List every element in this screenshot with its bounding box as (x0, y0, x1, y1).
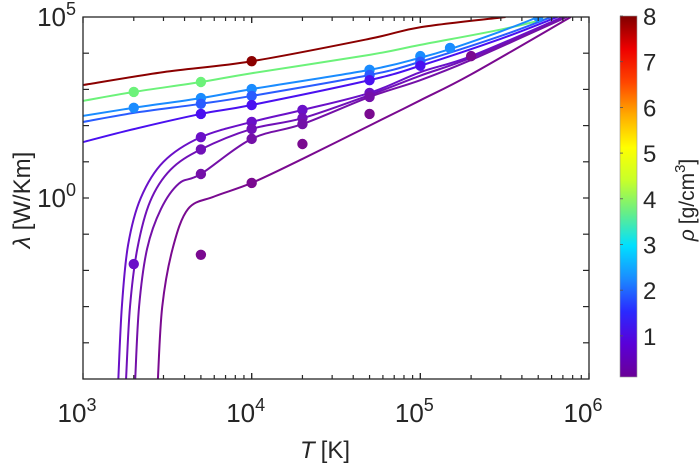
data-point-rho-2.3-0 (128, 102, 139, 114)
x-axis: 103 104 105 106 (58, 17, 603, 428)
data-point-rho-0.45-0 (195, 168, 207, 180)
x-tick-label: 104 (226, 395, 265, 428)
curve-rho-0.45 (134, 17, 568, 379)
data-point-rho-1.3-2 (364, 74, 375, 86)
colorbar-tick-label: 5 (643, 141, 656, 168)
data-point-rho-0.6-1 (195, 131, 207, 143)
data-point-rho-4.3-1 (195, 76, 207, 88)
colorbar-tick-label: 2 (643, 278, 656, 305)
curve-rho-1.9 (83, 17, 552, 123)
colorbar-ticks: 1 2 3 4 5 6 7 8 (620, 4, 656, 351)
colorbar-label: ρ[g/cm3] (672, 159, 699, 243)
data-point-rho-1.3-3 (415, 60, 426, 71)
data-point-rho-8.0-0 (246, 56, 257, 67)
x-tick-label: 103 (58, 395, 97, 428)
colorbar-tick-label: 1 (643, 324, 656, 351)
data-point-rho-2.3-5 (444, 42, 456, 54)
colorbar-tick-label: 6 (643, 95, 656, 122)
data-point-rho-0.45-1 (246, 133, 257, 145)
colorbar (619, 15, 638, 378)
colorbar-tick-label: 4 (643, 187, 656, 214)
curve-rho-0.6 (117, 17, 564, 379)
series-curves (83, 17, 572, 379)
data-point-rho-1.9-0 (195, 98, 207, 110)
y-tick-label: 105 (37, 0, 76, 32)
y-tick-label: 100 (37, 180, 76, 213)
curve-rho-1.3 (83, 17, 558, 144)
data-point-rho-0.5-0 (195, 144, 207, 155)
data-point-rho-1.9-1 (246, 90, 257, 102)
curve-rho-0.5 (125, 17, 566, 379)
plot-frame (82, 16, 590, 380)
data-point-rho-1.3-1 (246, 99, 257, 111)
curve-rho-8.0 (83, 17, 506, 87)
data-point-rho-0.2-1 (246, 177, 257, 189)
data-point-rho-4.3-0 (128, 86, 139, 98)
series-points (128, 17, 544, 270)
data-point-rho-0.2-2 (297, 138, 308, 150)
data-point-rho-0.6-3 (297, 104, 308, 116)
x-axis-label: T [K] (300, 437, 350, 464)
data-point-rho-0.2-4 (465, 50, 477, 62)
data-point-rho-0.2-0 (195, 249, 207, 260)
data-point-rho-0.45-2 (297, 118, 308, 130)
colorbar-tick-label: 3 (643, 232, 656, 259)
colorbar-tick-label: 7 (643, 50, 656, 77)
curve-rho-2.3 (83, 17, 539, 117)
colorbar-tick-label: 8 (643, 4, 656, 31)
x-tick-label: 105 (395, 395, 434, 428)
y-axis-label: λ[W/Km] (9, 152, 36, 250)
y-axis: 100 105 (37, 0, 589, 344)
data-point-rho-0.2-3 (364, 108, 375, 120)
data-point-rho-0.45-3 (364, 91, 375, 103)
data-point-rho-1.3-0 (195, 108, 207, 120)
curve-rho-4.3 (83, 17, 555, 102)
data-point-rho-0.6-0 (128, 258, 139, 270)
x-tick-label: 106 (564, 395, 603, 428)
data-point-rho-0.5-1 (246, 123, 257, 135)
